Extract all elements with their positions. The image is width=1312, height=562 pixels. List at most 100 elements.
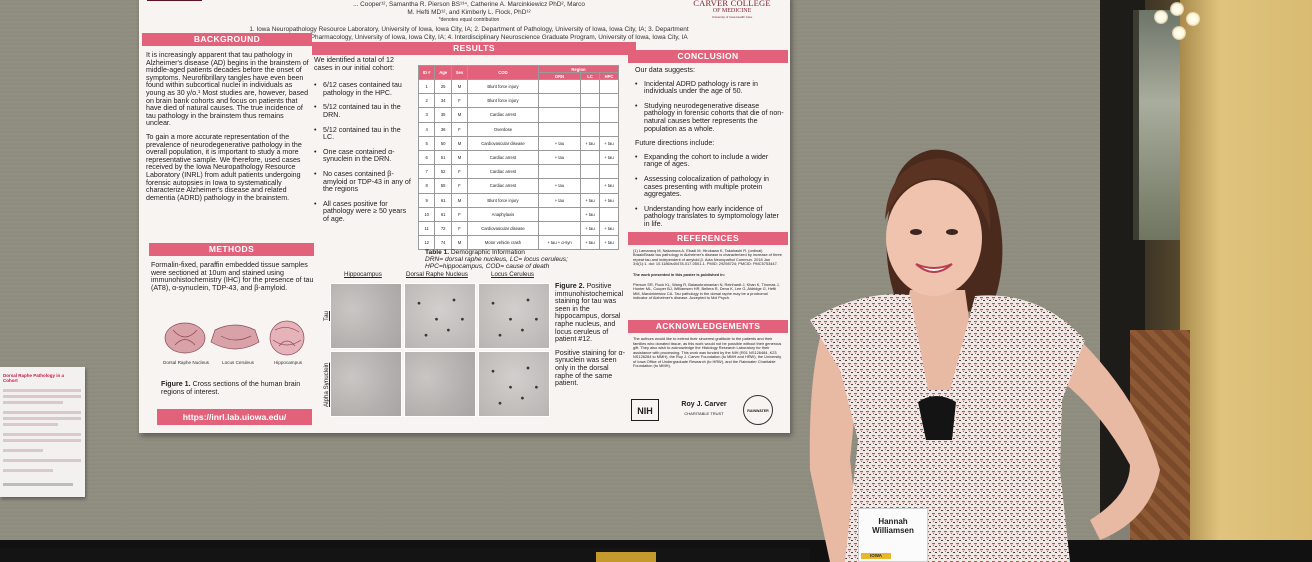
results-bullet: All cases positive for pathology were ≥ … [314, 200, 411, 224]
table-cell: 2 [417, 93, 436, 109]
name-tag-last: Williamsen [872, 526, 914, 535]
table-cell: + tau [599, 135, 619, 151]
carver-college-logo: CARVER COLLEGE OF MEDICINE University of… [693, 0, 771, 19]
results-bullet: 6/12 cases contained tau pathology in th… [314, 81, 411, 97]
table-row: 8 55 F Cardiac arrest + tau + tau [417, 178, 619, 194]
table-row: 2 34 F Blunt force injury [417, 93, 619, 109]
conclusion-bullet: Incidental ADRD pathology is rare in ind… [635, 80, 785, 96]
adjacent-poster-title: Dorsal Raphe Pathology in a Cohort [3, 373, 65, 383]
table-cell: + tau [537, 192, 582, 208]
table-cell: F [450, 121, 468, 137]
histo-tau-lc [478, 283, 550, 349]
future-bullet: Understanding how early incidence of pat… [635, 205, 785, 229]
background-header: BACKGROUND [142, 33, 312, 46]
table-row: 7 52 F Cardiac arrest [417, 164, 619, 180]
table-cell: Motor vehicle crash [466, 235, 539, 251]
table-cell [580, 121, 600, 137]
table-cell: + tau + α-syn [537, 235, 582, 251]
table-cell: + tau [580, 192, 600, 208]
results-bullets: 6/12 cases contained tau pathology in th… [314, 81, 411, 224]
table-cell: 4 [417, 121, 436, 137]
table-edge [0, 548, 810, 562]
table-cell [537, 220, 582, 237]
table-cell: + tau [537, 178, 582, 194]
table-cell: F [450, 164, 468, 180]
figure1-caption: Figure 1. Cross sections of the human br… [161, 380, 301, 396]
table-cell: 61 [434, 206, 452, 222]
figure2-caption: Figure 2. Positive immunohistochemical s… [555, 282, 625, 388]
table-row: 10 61 F Anaphylaxis + tau [417, 206, 619, 222]
table-cell: M [450, 192, 468, 208]
conclusion-bullets: Incidental ADRD pathology is rare in ind… [635, 80, 785, 134]
chandelier [1150, 0, 1205, 60]
table-cell [537, 206, 582, 222]
future-bullets: Expanding the cohort to include a wider … [635, 153, 785, 229]
table-cell: 3 [417, 107, 436, 123]
histo-tau-drn [404, 283, 476, 349]
table-cell: 61 [434, 192, 452, 208]
table-cell: 74 [434, 235, 452, 251]
table-cell: 5 [417, 135, 436, 151]
table-cell: F [450, 93, 468, 109]
demographics-table: ID # Age Sex COD Region DRN LC HPC 1 25 M B… [417, 65, 620, 251]
future-bullet: Expanding the cohort to include a wider … [635, 153, 785, 169]
table-cell [537, 121, 582, 137]
rainwater-logo: RAINWATER [743, 395, 773, 425]
references-header: REFERENCES [628, 232, 788, 245]
research-poster: ... Cooper¹², Samantha R. Pierson BS¹³⁴,… [139, 0, 790, 433]
name-tag-first: Hannah [878, 517, 908, 526]
table-cell: 35 [434, 107, 452, 123]
histo-asyn-lc [478, 351, 550, 417]
table-header: COD [466, 65, 539, 80]
table-cell [599, 164, 619, 180]
table-cell: 7 [417, 164, 436, 180]
table-cell: M [450, 149, 468, 166]
references-text: (1) Lamaracq M, Nakamura A, Ebadi M, Hir… [633, 248, 782, 301]
table-row: 11 72 F Cardiovascular disease + tau + tau [417, 220, 619, 237]
table-cell: Cardiac arrest [466, 149, 539, 166]
table-cell: M [450, 235, 468, 251]
adjacent-poster: Dorsal Raphe Pathology in a Cohort [0, 367, 85, 497]
poster-authors: ... Cooper¹², Samantha R. Pierson BS¹³⁴,… [249, 1, 689, 41]
table-cell: 36 [434, 121, 452, 137]
methods-text: Formalin-fixed, paraffin embedded tissue… [151, 261, 314, 292]
histo-header-lc: Locus Ceruleus [491, 271, 534, 278]
table-cell [580, 178, 600, 194]
conclusion-header: CONCLUSION [628, 50, 788, 63]
table-cell: M [450, 107, 468, 123]
results-bullet: One case contained α-synuclein in the DR… [314, 148, 411, 164]
table-cell: 52 [434, 164, 452, 180]
histo-tau-hpc [330, 283, 402, 349]
table-cell: 8 [417, 178, 436, 194]
table-cell: Cardiovascular disease [466, 220, 539, 237]
table-cell: 11 [417, 220, 436, 237]
table-cell [537, 78, 582, 95]
table-cell [599, 78, 619, 95]
table-cell: + tau [599, 178, 619, 194]
brain-label-drn: Dorsal Raphe Nucleus [163, 360, 209, 365]
poster-header-mark [147, 0, 202, 1]
table-header: DRN [537, 72, 582, 80]
table-cell [537, 93, 582, 109]
table-row: 6 51 M Cardiac arrest + tau + tau [417, 149, 619, 166]
histo-header-hpc: Hippocampus [344, 271, 382, 278]
table1-caption: Table 1. Demographic Information DRN= do… [425, 249, 568, 271]
future-bullet: Assessing colocalization of pathology in… [635, 175, 785, 199]
table-cell: 1 [417, 78, 436, 95]
table-cell: 51 [434, 149, 452, 166]
table-cell: + tau [537, 135, 582, 151]
table-cell: Cardiac arrest [466, 178, 539, 194]
table-header: LC [580, 72, 600, 80]
table-cell: 34 [434, 93, 452, 109]
table-cell: F [450, 206, 468, 222]
table-cell: Anaphylaxis [466, 206, 539, 222]
table-cell: 9 [417, 192, 436, 208]
acknowledgements-text: The authors would like to extend their s… [633, 336, 782, 368]
table-header: ID # [417, 65, 436, 80]
table-cell [580, 93, 600, 109]
histo-row-label-tau: Tau [323, 311, 330, 321]
table-cell: Overdose [466, 121, 539, 137]
table-cell [580, 164, 600, 180]
table-row: 9 61 M Blunt force injury + tau + tau + tau [417, 192, 619, 208]
